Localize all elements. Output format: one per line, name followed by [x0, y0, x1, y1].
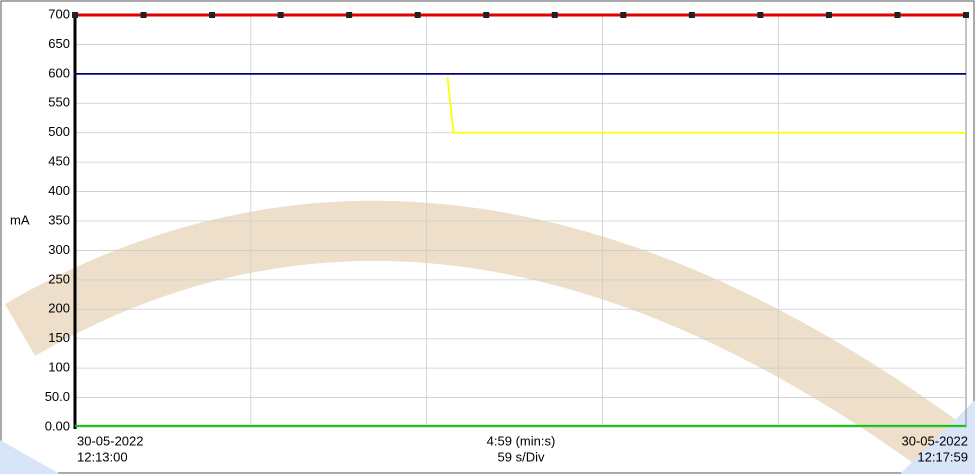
- start-date: 30-05-2022: [77, 433, 144, 448]
- y-tick-label: 0.00: [45, 418, 70, 433]
- marker: [346, 12, 353, 18]
- division: 59 s/Div: [498, 449, 545, 464]
- start-time: 12:13:00: [77, 449, 128, 464]
- y-tick-label: 650: [48, 36, 70, 51]
- marker: [894, 12, 901, 18]
- marker: [551, 12, 558, 18]
- y-tick-label: 200: [48, 301, 70, 316]
- y-axis-label: mA: [10, 212, 30, 227]
- y-tick-label: 100: [48, 360, 70, 375]
- marker: [209, 12, 216, 18]
- y-tick-label: 600: [48, 65, 70, 80]
- marker: [414, 12, 421, 18]
- marker: [277, 12, 284, 18]
- y-tick-label: 300: [48, 242, 70, 257]
- y-tick-label: 450: [48, 154, 70, 169]
- duration: 4:59 (min:s): [487, 433, 556, 448]
- watermark-arc: [4, 200, 975, 474]
- series-line: [446, 76, 966, 134]
- marker: [963, 12, 969, 18]
- end-date: 30-05-2022: [902, 433, 969, 448]
- y-tick-label: 250: [48, 271, 70, 286]
- y-tick-label: 50.0: [45, 389, 70, 404]
- marker: [140, 12, 147, 18]
- marker: [72, 12, 78, 18]
- end-time: 12:17:59: [917, 449, 968, 464]
- y-tick-label: 500: [48, 124, 70, 139]
- marker: [483, 12, 490, 18]
- y-tick-label: 400: [48, 183, 70, 198]
- marker: [757, 12, 764, 18]
- watermark-shape: [900, 400, 975, 474]
- marker: [825, 12, 832, 18]
- y-tick-label: 150: [48, 330, 70, 345]
- marker: [620, 12, 627, 18]
- y-tick-label: 700: [48, 6, 70, 21]
- y-tick-label: 550: [48, 95, 70, 110]
- y-tick-label: 350: [48, 212, 70, 227]
- marker: [688, 12, 695, 18]
- watermark-shape: [0, 440, 60, 474]
